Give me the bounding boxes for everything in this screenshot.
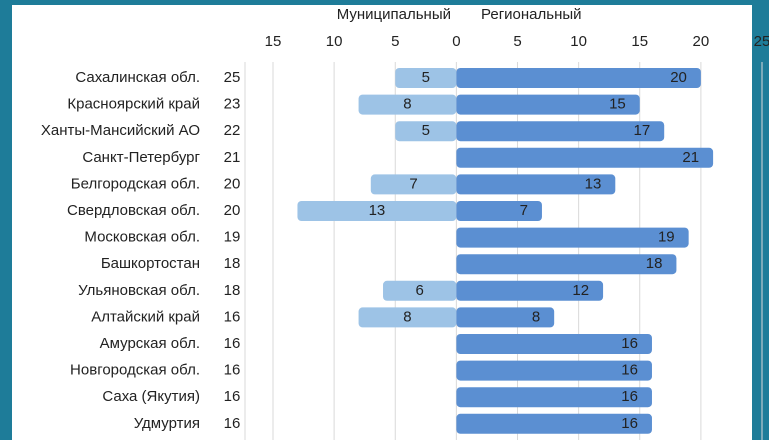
bar [456,201,542,221]
bar [456,334,652,354]
value-label: 16 [621,362,638,379]
category-label: Ханты-Мансийский АО [41,122,200,139]
value-label: 12 [572,282,589,299]
bar [456,387,652,408]
total-label: 18 [224,255,241,272]
x-tick-label: 10 [570,33,587,50]
value-label: 8 [403,308,411,325]
value-label: 17 [634,122,651,139]
series-header: Региональный [481,6,582,23]
bar [456,147,714,168]
bar [456,360,652,381]
total-label: 16 [224,308,241,325]
bar [383,280,457,301]
total-label: 23 [224,96,241,113]
total-label: 20 [224,175,241,192]
value-label: 20 [670,69,687,86]
bar [456,280,604,301]
value-label: 18 [646,255,663,272]
value-label: 8 [403,96,411,113]
x-tick-label: 5 [391,33,399,50]
value-label: 16 [621,388,638,405]
total-label: 16 [224,388,241,405]
value-label: 6 [416,282,424,299]
category-label: Свердловская обл. [67,202,200,219]
value-label: 8 [532,308,540,325]
value-label: 5 [422,69,430,86]
bar [297,201,457,221]
total-label: 22 [224,122,241,139]
category-label: Санкт-Петербург [82,149,200,166]
value-label: 7 [520,202,528,219]
bar [358,94,457,115]
value-label: 16 [621,335,638,352]
total-label: 19 [224,229,241,246]
category-label: Белгородская обл. [71,175,200,192]
category-label: Удмуртия [134,415,200,432]
x-tick-label: 5 [513,33,521,50]
bar [456,254,677,275]
category-label: Башкортостан [101,255,200,272]
total-label: 16 [224,335,241,352]
total-label: 16 [224,415,241,432]
bar [456,68,701,88]
value-label: 5 [422,122,430,139]
value-label: 21 [682,149,699,166]
category-label: Новгородская обл. [70,362,200,379]
bar [456,227,689,248]
value-label: 13 [369,202,386,219]
category-label: Саха (Якутия) [102,388,200,405]
total-label: 16 [224,362,241,379]
category-label: Амурская обл. [100,335,200,352]
bar [358,307,457,328]
value-label: 16 [621,415,638,432]
total-label: 18 [224,282,241,299]
value-label: 13 [585,175,602,192]
value-label: 15 [609,96,626,113]
bar [456,121,665,142]
category-label: Алтайский край [91,308,200,325]
value-label: 19 [658,229,675,246]
bar [456,307,555,328]
category-label: Ульяновская обл. [78,282,200,299]
value-label: 7 [409,175,417,192]
category-label: Московская обл. [84,229,200,246]
category-label: Сахалинская обл. [75,69,200,86]
x-tick-label: 10 [326,33,343,50]
x-tick-label: 25 [754,33,769,50]
x-tick-label: 15 [631,33,648,50]
x-tick-label: 15 [265,33,282,50]
x-tick-label: 20 [693,33,710,50]
x-tick-label: 0 [452,33,460,50]
bar [370,174,457,195]
total-label: 20 [224,202,241,219]
bar [395,121,457,142]
bar [395,68,457,88]
bar [456,174,616,195]
category-label: Красноярский край [67,96,200,113]
total-label: 25 [224,69,241,86]
bar [456,94,640,115]
bar [456,413,652,434]
total-label: 21 [224,149,241,166]
series-header: Муниципальный [337,6,451,23]
